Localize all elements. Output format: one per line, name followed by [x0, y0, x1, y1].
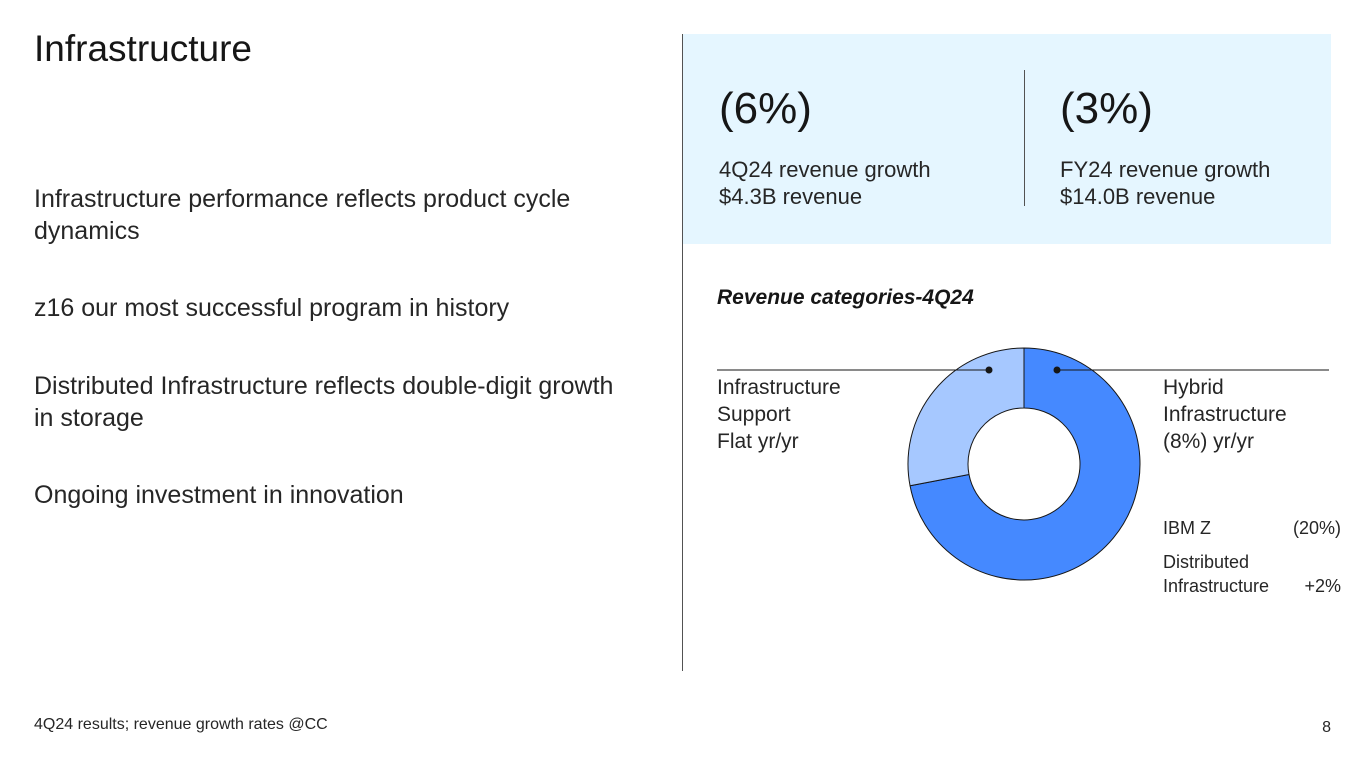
ibm-z-value: (20%) [1292, 518, 1341, 538]
kpi-separator [1024, 70, 1025, 206]
kpi-quarter-value: (6%) [719, 84, 812, 133]
support-label-line3: Flat yr/yr [717, 430, 799, 453]
donut-slice-hybrid-infrastructure [909, 347, 1141, 581]
hybrid-label-line3: (8%) yr/yr [1163, 430, 1254, 453]
ibm-z-name: IBM Z [1163, 518, 1211, 538]
chart-title: Revenue categories-4Q24 [717, 286, 974, 309]
distributed-name-line2: Infrastructure [1163, 576, 1270, 596]
bullet-innovation: Ongoing investment in innovation [34, 481, 404, 509]
revenue-donut-chart [717, 347, 1329, 581]
support-label-line2: Support [717, 403, 791, 426]
hybrid-leader-dot [1053, 366, 1061, 374]
distributed-value: +2% [1304, 576, 1341, 596]
footnote: 4Q24 results; revenue growth rates @CC [34, 716, 328, 733]
hybrid-label-line1: Hybrid [1163, 376, 1224, 399]
kpi-quarter: (6%) 4Q24 revenue growth $4.3B revenue [719, 84, 931, 210]
ibm-z-row: IBM Z (20%) [1163, 516, 1341, 540]
distributed-name-line1: Distributed [1163, 552, 1250, 572]
kpi-year-label-line1: FY24 revenue growth [1060, 157, 1271, 182]
donut-slice-infrastructure-support [907, 347, 1025, 487]
support-leader-dot [985, 366, 993, 374]
donut-segments [907, 347, 1141, 581]
distributed-row: Distributed Infrastructure +2% [1163, 550, 1341, 598]
bullet-performance: Infrastructure performance reflects prod… [34, 185, 571, 245]
slide-title: Infrastructure [34, 28, 252, 69]
kpi-panel: (6%) 4Q24 revenue growth $4.3B revenue (… [683, 34, 1331, 244]
kpi-year-label-line2: $14.0B revenue [1060, 184, 1216, 209]
bullet-distributed: Distributed Infrastructure reflects doub… [34, 372, 614, 432]
hybrid-segment-label: Hybrid Infrastructure (8%) yr/yr [1163, 374, 1287, 455]
kpi-quarter-label: 4Q24 revenue growth $4.3B revenue [719, 156, 931, 210]
kpi-quarter-label-line1: 4Q24 revenue growth [719, 157, 931, 182]
support-segment-label: Infrastructure Support Flat yr/yr [717, 374, 841, 455]
kpi-year-label: FY24 revenue growth $14.0B revenue [1060, 156, 1270, 210]
support-label-line1: Infrastructure [717, 376, 841, 399]
vertical-divider [682, 34, 683, 671]
kpi-year-value: (3%) [1060, 84, 1153, 133]
kpi-year: (3%) FY24 revenue growth $14.0B revenue [1060, 84, 1270, 210]
kpi-quarter-label-line2: $4.3B revenue [719, 184, 863, 209]
hybrid-label-line2: Infrastructure [1163, 403, 1287, 426]
bullet-z16: z16 our most successful program in histo… [34, 294, 510, 322]
page-number: 8 [1322, 719, 1331, 736]
